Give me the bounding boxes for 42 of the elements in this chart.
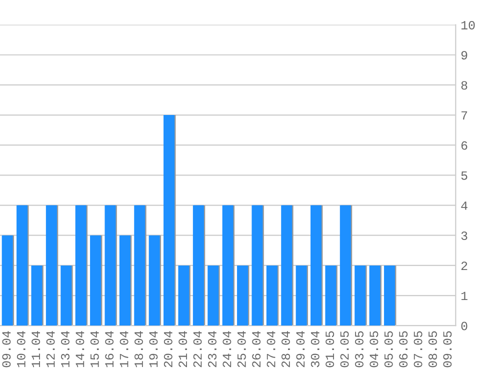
y-tick-label: 6 <box>461 141 468 150</box>
y-tick-label: 7 <box>461 111 468 120</box>
x-tick-label: 05.05 <box>384 331 393 368</box>
x-tick-label: 20.04 <box>164 331 172 368</box>
x-tick-label: 01.05 <box>326 331 334 368</box>
x-tick-label: 28.04 <box>282 331 290 368</box>
x-tick-label: 14.04 <box>76 331 84 368</box>
x-tick-label: 04.05 <box>370 331 378 368</box>
y-tick-label: 1 <box>461 292 468 300</box>
y-tick-label: 4 <box>461 202 468 210</box>
x-tick-label: 19.04 <box>149 331 158 368</box>
y-tick-label: 3 <box>461 232 468 240</box>
x-tick-label: 08.05 <box>428 331 437 368</box>
x-tick-label: 17.04 <box>120 331 128 368</box>
y-tick-label: 9 <box>461 51 468 60</box>
y-tick-label: 0 <box>461 322 468 330</box>
x-tick-label: 18.04 <box>134 331 143 368</box>
x-tick-label: 15.04 <box>90 331 99 368</box>
x-tick-label: 11.04 <box>32 331 40 368</box>
x-tick-label: 09.04 <box>2 331 11 368</box>
x-tick-label: 09.05 <box>443 331 452 368</box>
x-tick-label: 22.04 <box>193 331 202 368</box>
x-tick-label: 21.04 <box>178 331 188 368</box>
x-tick-label: 13.04 <box>61 331 70 368</box>
x-tick-label: 29.04 <box>296 331 305 368</box>
y-tick-label: 10 <box>461 20 475 30</box>
x-tick-label: 30.04 <box>310 331 320 368</box>
x-tick-label: 03.05 <box>354 331 364 368</box>
y-tick-label: 2 <box>461 262 468 270</box>
y-tick-label: 8 <box>461 81 468 90</box>
x-tick-label: 26.04 <box>252 331 261 368</box>
y-tick-label: 5 <box>461 171 468 180</box>
x-tick-label: 25.04 <box>237 331 246 368</box>
x-tick-label: 16.04 <box>105 331 114 368</box>
x-tick-label: 06.05 <box>399 331 408 368</box>
x-tick-label: 27.04 <box>266 331 276 368</box>
x-tick-label: 24.04 <box>222 331 232 368</box>
x-tick-label: 02.05 <box>340 331 349 368</box>
x-tick-label: 23.04 <box>208 331 216 368</box>
x-tick-label: 10.04 <box>16 331 26 368</box>
x-tick-label: 12.04 <box>46 331 55 368</box>
x-tick-label: 07.05 <box>414 331 422 368</box>
